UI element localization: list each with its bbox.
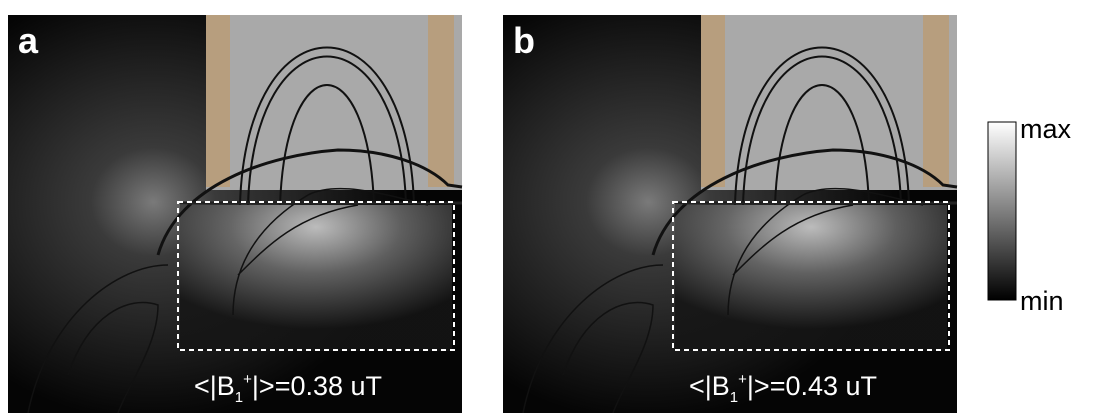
shield-right — [923, 15, 949, 187]
annotation: <|B1+|>=0.38 uT — [194, 371, 382, 406]
annotation: <|B1+|>=0.43 uT — [689, 371, 877, 406]
annotation-suffix: |>=0.43 uT — [747, 371, 877, 401]
panel: b <|B1+|>=0.43 uT — [503, 15, 957, 413]
shield-left — [206, 15, 230, 187]
annotation-superscript: + — [243, 371, 252, 388]
panel: a <|B1+|>=0.38 uT — [8, 15, 462, 413]
field-glow — [675, 205, 947, 351]
annotation-suffix: |>=0.38 uT — [252, 371, 382, 401]
panel-label: a — [18, 20, 39, 61]
colorbar-max: max — [1020, 114, 1072, 144]
shield-left — [701, 15, 725, 187]
figure: max min a<|B1+|>=0.38 uTb<|B1+|>=0.43 uT — [0, 0, 1099, 413]
shield-right — [428, 15, 454, 187]
colorbar-min: min — [1020, 286, 1064, 316]
annotation-subscript: 1 — [730, 389, 738, 406]
annotation-superscript: + — [738, 371, 747, 388]
panel-label: b — [513, 20, 535, 61]
annotation-subscript: 1 — [235, 389, 243, 406]
page: max min a<|B1+|>=0.38 uTb<|B1+|>=0.43 uT… — [0, 0, 1099, 413]
field-glow — [180, 205, 452, 351]
annotation-prefix: <|B — [689, 371, 730, 401]
colorbar — [988, 122, 1016, 300]
annotation-prefix: <|B — [194, 371, 235, 401]
